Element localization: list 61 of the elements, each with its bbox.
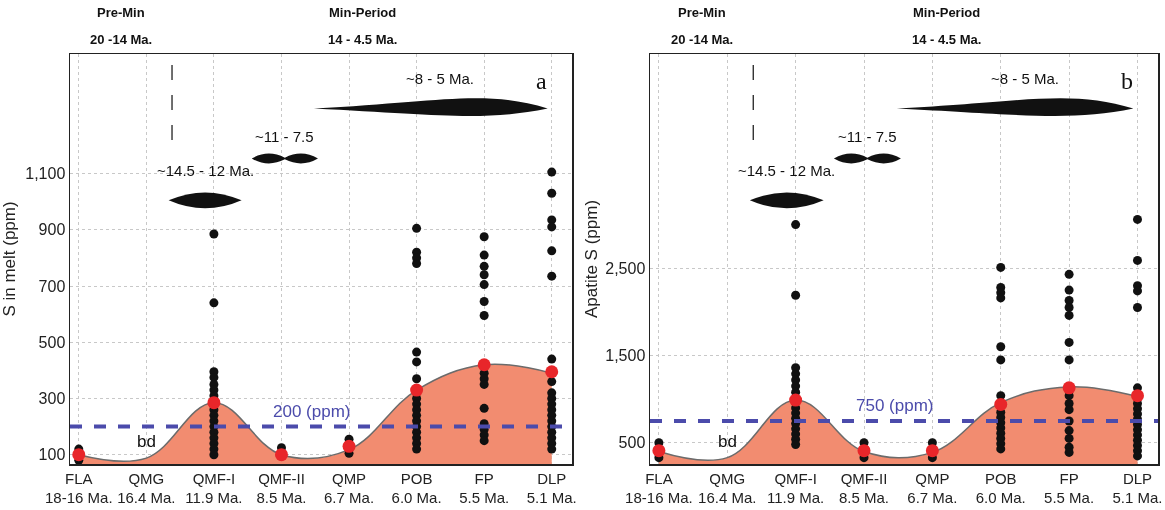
annotation: bd (718, 432, 737, 451)
y-axis-title: S in melt (ppm) (0, 201, 19, 317)
x-tick-label: QMP 6.7 Ma. (907, 469, 958, 506)
point (342, 439, 356, 453)
x-tick-label: QMF-I 11.9 Ma. (767, 469, 825, 506)
x-tick-label: QMP 6.7 Ma. (324, 469, 375, 506)
y-axis-title: Apatite S (ppm) (582, 199, 601, 319)
x-tick-label: FLA 18-16 Ma. (45, 469, 113, 506)
x-tick-label: QMF-I 11.9 Ma. (185, 469, 243, 506)
point (545, 365, 559, 379)
text: 14 - 4.5 Ma. (328, 32, 398, 47)
y-tick-label: 700 (38, 277, 66, 295)
x-tick-label: DLP 5.1 Ma. (1112, 469, 1163, 506)
y-tick-label: 1,500 (605, 347, 646, 365)
point (857, 444, 871, 458)
annotation: b (1121, 68, 1133, 94)
text: Pre-Min (678, 5, 726, 20)
annotation: ~11 - 7.5 (255, 128, 314, 145)
text: Min-Period (913, 5, 981, 20)
annotation: ~11 - 7.5 (838, 128, 897, 145)
annotation: ~14.5 - 12 Ma. (738, 162, 836, 179)
text: 20 -14 Ma. (671, 32, 734, 47)
x-tick-label: QMG 16.4 Ma. (117, 469, 176, 506)
y-tick-label: 2,500 (605, 259, 646, 277)
ref-line-label: 200 (ppm) (273, 402, 351, 421)
point (925, 444, 939, 458)
y-tick-label: 900 (38, 221, 66, 239)
x-tick-label: POB 6.0 Ma. (975, 469, 1026, 506)
x-tick-label: FLA 18-16 Ma. (625, 469, 693, 506)
y-tick-label: 500 (618, 434, 646, 452)
text: Pre-Min (97, 5, 145, 20)
text: 14 - 4.5 Ma. (912, 32, 982, 47)
ref-line-label: 750 (ppm) (856, 396, 934, 415)
point (652, 444, 666, 458)
point (994, 397, 1008, 411)
point (72, 448, 86, 462)
y-tick-label: 300 (38, 390, 66, 408)
point (207, 396, 221, 410)
x-tick-label: FP 5.5 Ma. (459, 469, 510, 506)
annotation: ~14.5 - 12 Ma. (157, 162, 255, 179)
point (410, 383, 424, 397)
x-tick-label: DLP 5.1 Ma. (526, 469, 577, 506)
text: 20 -14 Ma. (90, 32, 153, 47)
annotation: bd (137, 432, 156, 451)
y-tick-label: 100 (38, 446, 66, 464)
point (1131, 389, 1144, 403)
annotation: ~8 - 5 Ma. (406, 70, 474, 87)
x-tick-label: FP 5.5 Ma. (1044, 469, 1095, 506)
text: Min-Period (329, 5, 397, 20)
point (1062, 381, 1076, 395)
point (789, 393, 803, 407)
x-tick-label: QMG 16.4 Ma. (698, 469, 757, 506)
point (274, 448, 288, 462)
annotation: a (536, 68, 547, 94)
x-tick-label: QMF-II 8.5 Ma. (838, 469, 890, 506)
x-tick-label: QMF-II 8.5 Ma. (256, 469, 307, 506)
x-tick-label: POB 6.0 Ma. (391, 469, 442, 506)
y-tick-label: 1,100 (25, 165, 66, 183)
y-tick-label: 500 (38, 333, 66, 351)
point (477, 358, 491, 372)
annotation: ~8 - 5 Ma. (991, 70, 1059, 87)
